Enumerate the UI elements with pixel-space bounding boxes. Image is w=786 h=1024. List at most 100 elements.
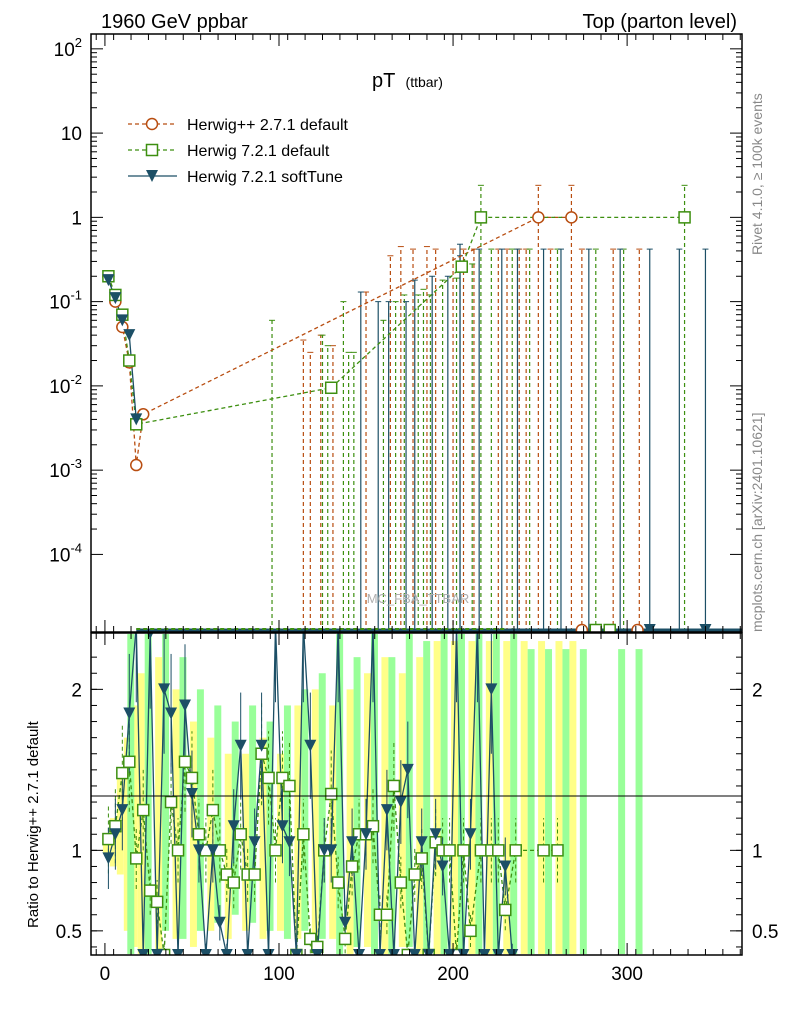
herwig7-uncertainty-band [458,634,465,954]
legend-item-herwigpp[interactable]: Herwig++ 2.7.1 default [128,117,349,134]
softtune-ratio-point [339,916,352,929]
herwig7-uncertainty-band [144,634,152,954]
softtune-ratio-point [422,949,435,955]
softtune-ratio-point [151,949,164,955]
herwig7-ratio-point [269,844,282,857]
legend-item-softtune[interactable]: Herwig 7.2.1 softTune [128,169,343,186]
main-y-tick-label: 10-4 [49,540,82,566]
herwig7-uncertainty-band [527,649,535,954]
softtune-ratio-point [116,804,129,817]
x-tick-label: 100 [263,964,295,985]
herwigpp-uncertainty-band [259,737,267,939]
herwigpp-uncertainty-band [276,753,284,931]
softtune-ratio-point [346,836,359,849]
herwigpp-uncertainty-band [172,689,180,939]
softtune-ratio-point [158,683,171,696]
herwigpp-uncertainty-band [294,705,302,939]
herwig7-ratio-point [130,852,143,865]
softtune-ratio-point [325,844,338,857]
herwig7-ratio-point [331,876,345,889]
herwig7-ratio-point [171,844,185,857]
legend-label-herwig7: Herwig 7.2.1 default [187,143,330,160]
legend: Herwig++ 2.7.1 default Herwig 7.2.1 defa… [128,117,349,186]
herwigpp-uncertainty-band [416,657,424,954]
herwigpp-uncertainty-band [155,657,163,954]
herwig7-ratio-point [178,755,192,769]
herwig7-ratio-point [283,779,296,793]
herwig7-point [603,623,616,632]
legend-label-herwigpp: Herwig++ 2.7.1 default [187,117,349,134]
herwigpp-uncertainty-band [538,641,546,954]
softtune-ratio-point [485,683,498,696]
herwig7-ratio-point [262,771,275,785]
softtune-ratio-point [436,860,449,873]
header-left: 1960 GeV ppbar [101,11,248,33]
ratio-y-tick-label: 0.5 [56,922,82,943]
herwig7-uncertainty-band [318,673,326,939]
herwig7-ratio-point [401,948,415,955]
herwig7-ratio-point [492,844,505,857]
herwig7-ratio-point [499,903,512,917]
plot-title-sub: (ttbar) [406,74,443,90]
herwig7-ratio-point [123,755,136,769]
herwigpp-uncertainty-band [555,641,563,954]
herwig7-point [474,211,488,224]
herwig7-uncertainty-band [353,657,361,947]
herwigpp-uncertainty-band [485,641,493,954]
softtune-ratio-point [290,949,303,955]
herwig7-uncertainty-band [336,634,344,954]
ratio-y-tick-label-right: 0.5 [752,922,778,943]
softtune-ratio-point [172,949,185,955]
herwig7-ratio-point [443,844,456,857]
softtune-point [109,292,122,305]
softtune-ratio-point [102,852,115,865]
softtune-ratio-point [185,788,198,800]
herwigpp-uncertainty-band [569,641,577,954]
herwig7-uncertainty-band [545,649,553,954]
herwig7-ratio-point [234,828,247,841]
herwigpp-uncertainty-band [503,641,511,954]
softtune-ratio-point [478,949,491,955]
herwig7-ratio-point [457,844,470,857]
softtune-ratio-point [123,707,136,720]
herwig7-point [455,260,469,273]
herwigpp-uncertainty-band [311,689,319,947]
herwig7-ratio-point [415,852,428,865]
herwig7-uncertainty-band [231,721,239,915]
herwig7-ratio-point [185,771,199,785]
herwigpp-uncertainty-band [224,753,232,939]
herwigpp-uncertainty-band [433,641,441,954]
legend-label-softtune: Herwig 7.2.1 softTune [187,169,343,186]
softtune-ratio-point [353,949,366,955]
legend-item-herwig7[interactable]: Herwig 7.2.1 default [128,143,330,160]
softtune-ratio-point [492,949,505,955]
herwig7-ratio-point [304,932,317,946]
ratio-y-tick-label-right: 1 [752,841,763,862]
herwig7-ratio-point [220,868,234,881]
herwig7-ratio-point [338,932,352,946]
herwig7-ratio-point [366,819,380,833]
herwig7-uncertainty-band [370,634,378,954]
softtune-ratio-point [506,949,519,955]
main-y-tick-label: 1 [71,208,82,229]
plot-title: pT (ttbar) [372,70,443,92]
herwigpp-uncertainty-band [520,641,528,954]
softtune-ratio-point [262,949,275,955]
herwig7-ratio-point [206,803,220,817]
softtune-ratio-point [304,739,317,752]
softtune-ratio-point [206,844,219,857]
herwigpp-point [532,211,545,224]
header-right: Top (parton level) [582,11,737,33]
softtune-ratio-point [464,828,477,841]
herwig7-uncertainty-band [635,649,643,954]
herwig7-ratio-point [450,948,463,955]
herwig7-ratio-point [248,868,261,881]
herwig7-uncertainty-band [562,649,570,954]
herwig7-uncertainty-band [492,634,500,954]
herwigpp-uncertainty-band [207,737,215,931]
herwig7-uncertainty-band [249,705,257,923]
herwigpp-uncertainty-band [102,840,110,854]
softtune-ratio-point [199,949,212,955]
herwigpp-uncertainty-band [364,673,371,947]
